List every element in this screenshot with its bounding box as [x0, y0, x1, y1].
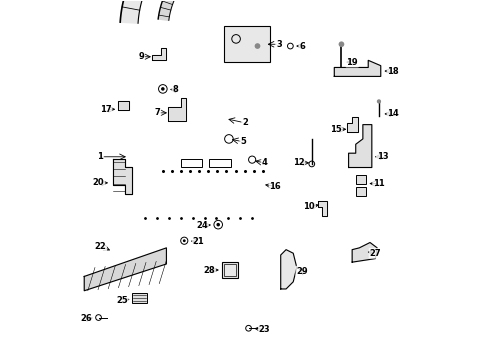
- Circle shape: [339, 41, 344, 47]
- Text: 28: 28: [203, 266, 215, 275]
- Text: 2: 2: [242, 118, 248, 127]
- Text: 3: 3: [276, 40, 282, 49]
- Polygon shape: [120, 0, 228, 23]
- Text: 12: 12: [293, 158, 304, 167]
- Text: 23: 23: [259, 325, 270, 334]
- Text: 11: 11: [373, 179, 385, 188]
- Text: 10: 10: [303, 202, 315, 211]
- Text: 29: 29: [296, 267, 308, 276]
- Text: 4: 4: [262, 158, 268, 167]
- Text: 22: 22: [95, 242, 106, 251]
- Text: 9: 9: [139, 52, 144, 61]
- Bar: [132, 293, 147, 303]
- Polygon shape: [84, 248, 167, 291]
- Circle shape: [255, 43, 260, 49]
- Text: 21: 21: [193, 237, 204, 246]
- Text: 19: 19: [346, 58, 358, 67]
- Polygon shape: [158, 0, 226, 21]
- Polygon shape: [168, 98, 186, 121]
- Bar: [222, 262, 238, 278]
- Bar: [223, 26, 270, 62]
- Text: 18: 18: [388, 67, 399, 76]
- Text: 20: 20: [93, 178, 104, 187]
- Text: 7: 7: [155, 108, 160, 117]
- Text: 8: 8: [172, 85, 178, 94]
- Bar: [181, 158, 202, 167]
- Polygon shape: [352, 243, 377, 262]
- Polygon shape: [118, 102, 129, 111]
- Polygon shape: [318, 202, 327, 216]
- Text: 16: 16: [270, 182, 281, 191]
- Circle shape: [377, 99, 381, 104]
- Text: 14: 14: [388, 109, 399, 118]
- Polygon shape: [348, 125, 372, 167]
- Circle shape: [161, 87, 165, 91]
- Text: 17: 17: [100, 105, 112, 114]
- Text: 1: 1: [98, 152, 103, 161]
- Circle shape: [217, 223, 220, 226]
- Bar: [224, 264, 236, 276]
- Text: 5: 5: [240, 137, 246, 146]
- Circle shape: [183, 239, 186, 242]
- Text: 13: 13: [377, 152, 389, 161]
- Text: 6: 6: [299, 41, 305, 50]
- Bar: [356, 175, 367, 184]
- Polygon shape: [152, 48, 167, 60]
- Text: 24: 24: [196, 221, 208, 230]
- Polygon shape: [113, 158, 132, 194]
- Text: 25: 25: [116, 296, 127, 305]
- Text: 27: 27: [369, 249, 381, 258]
- Polygon shape: [334, 60, 381, 76]
- Text: 15: 15: [330, 125, 342, 134]
- Text: 26: 26: [80, 314, 92, 323]
- Bar: [356, 187, 367, 196]
- Polygon shape: [347, 117, 358, 132]
- Polygon shape: [281, 249, 297, 289]
- Bar: [209, 158, 231, 167]
